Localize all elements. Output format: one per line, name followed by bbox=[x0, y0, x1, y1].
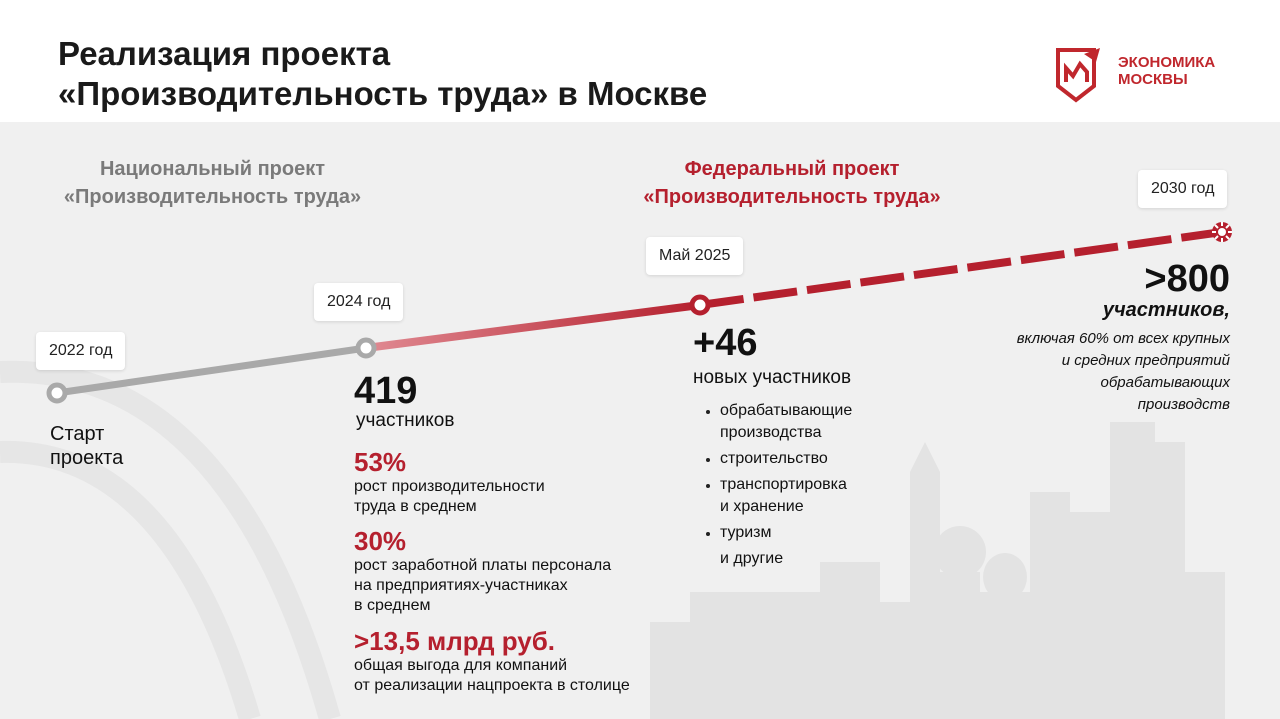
tag-2025: Май 2025 bbox=[646, 237, 744, 275]
logo: ЭКОНОМИКА МОСКВЫ bbox=[1054, 46, 1254, 104]
national-project-heading: Национальный проект «Производительность … bbox=[63, 158, 362, 208]
list-item: транспортировка и хранение bbox=[704, 474, 934, 518]
milestone-2025-marker bbox=[689, 294, 711, 316]
milestone-2030-unit: участников, bbox=[1102, 299, 1230, 321]
milestone-2022-marker bbox=[46, 382, 68, 404]
timeline-segment-gradient bbox=[365, 301, 701, 352]
tag-2022: 2022 год bbox=[36, 332, 126, 370]
stat-salary: 30% рост заработной платы персонала на п… bbox=[354, 526, 612, 614]
page-title: Реализация проекта «Производительность т… bbox=[58, 35, 708, 112]
milestone-2030-desc: включая 60% от всех крупных и средних пр… bbox=[1016, 330, 1230, 413]
timeline-segment-dashed bbox=[699, 228, 1223, 309]
milestone-2024-marker bbox=[355, 337, 377, 359]
milestone-2025-value: +46 bbox=[693, 322, 758, 364]
federal-project-heading: Федеральный проект «Производительность т… bbox=[643, 158, 941, 208]
list-item: туризм bbox=[704, 522, 934, 544]
logo-text: ЭКОНОМИКА МОСКВЫ bbox=[1118, 54, 1216, 88]
tag-2024: 2024 год bbox=[314, 283, 404, 321]
industry-list: обрабатывающие производства строительств… bbox=[704, 400, 934, 574]
city-skyline-icon bbox=[650, 422, 1225, 719]
milestone-2025-unit: новых участников bbox=[693, 367, 852, 388]
timeline-segment-gray bbox=[56, 344, 367, 397]
milestone-2024-value: 419 bbox=[354, 370, 418, 412]
stat-productivity: 53% рост производительности труда в сред… bbox=[354, 447, 545, 515]
list-item: строительство bbox=[704, 448, 934, 470]
header: Реализация проекта «Производительность т… bbox=[0, 0, 1280, 122]
list-item: обрабатывающие производства bbox=[704, 400, 934, 444]
logo-icon bbox=[1056, 48, 1100, 103]
background-decor bbox=[0, 360, 1225, 719]
milestone-2030-value: >800 bbox=[1144, 258, 1230, 300]
milestone-2022-text: Старт проекта bbox=[50, 423, 124, 469]
list-item: и другие bbox=[720, 550, 784, 567]
tag-2030: 2030 год bbox=[1138, 170, 1228, 208]
stat-benefit: >13,5 млрд руб. общая выгода для компани… bbox=[354, 626, 630, 694]
milestone-2030-marker bbox=[1212, 222, 1232, 242]
milestone-2024-unit: участников bbox=[356, 410, 455, 431]
